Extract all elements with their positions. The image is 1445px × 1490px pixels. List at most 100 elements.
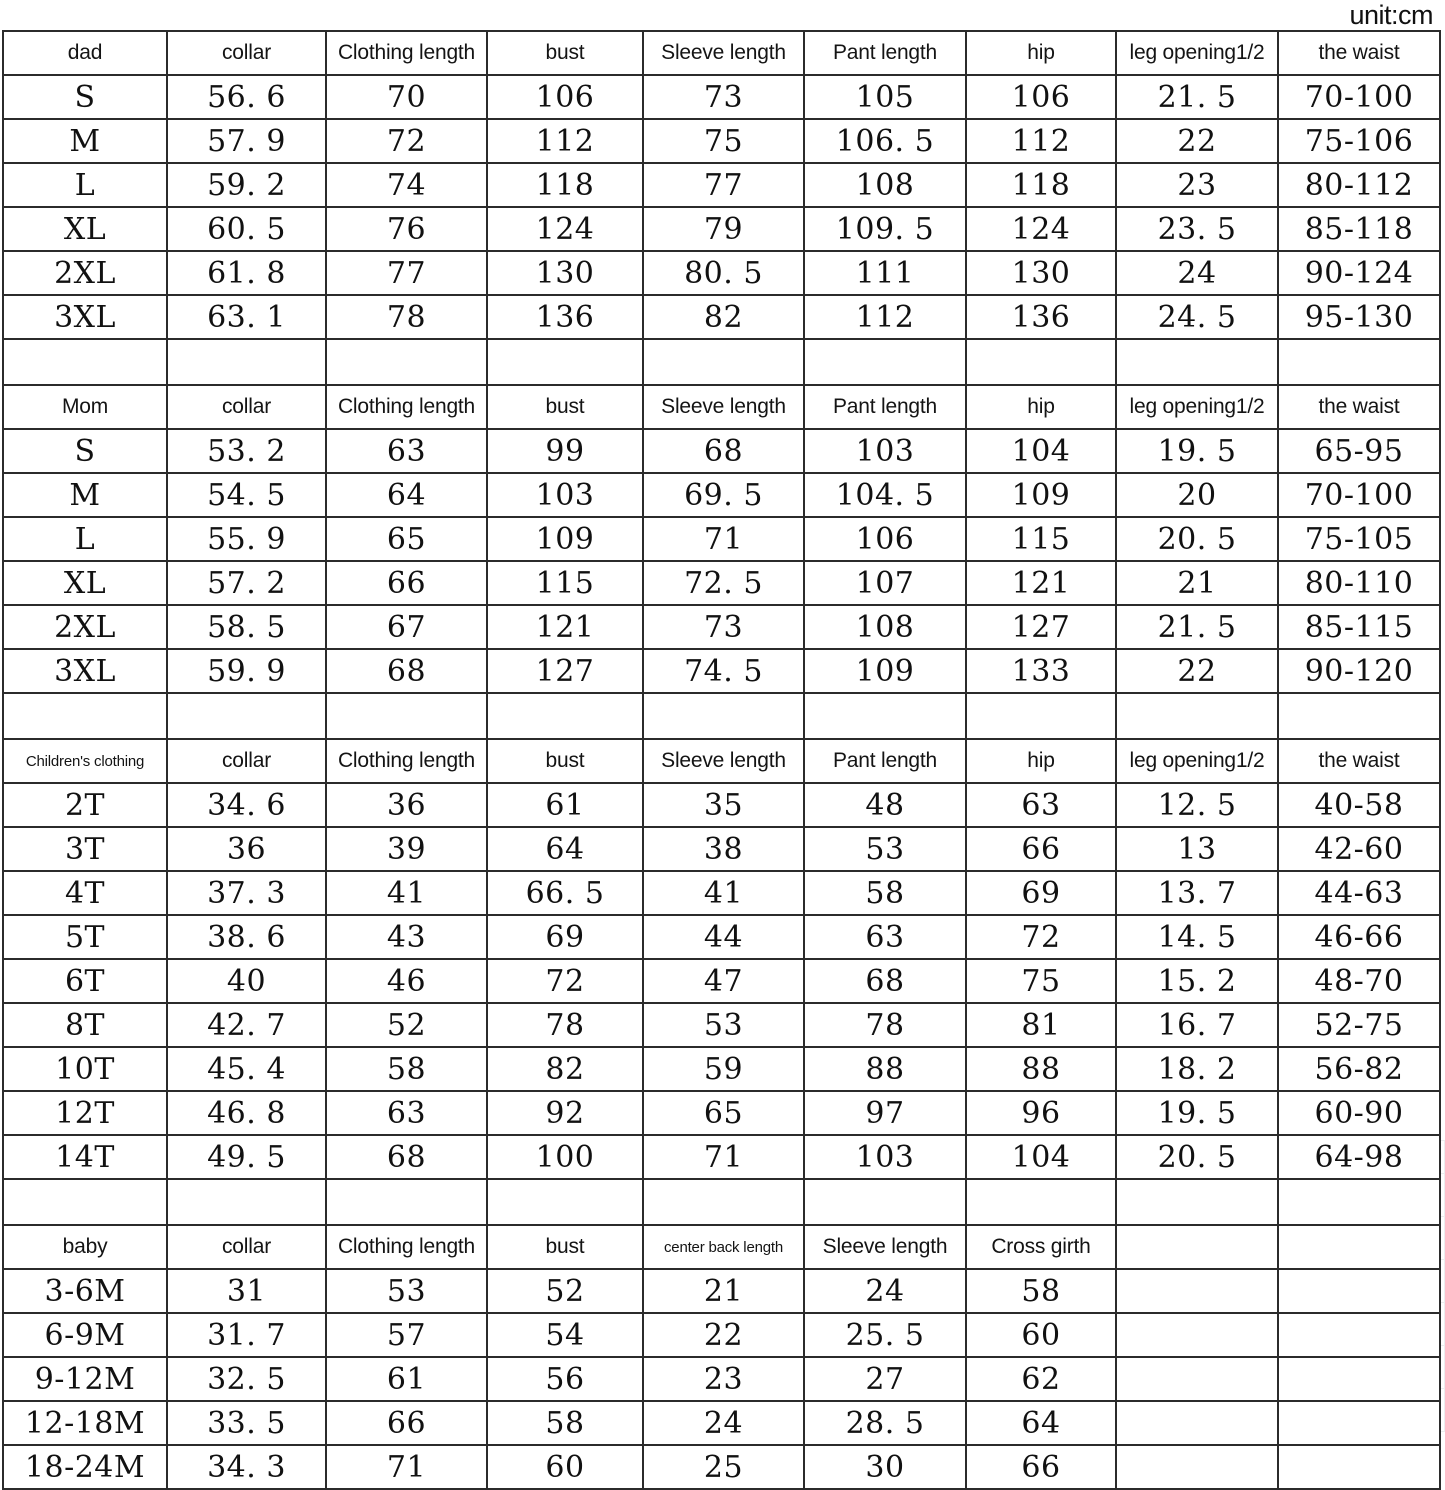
measurement-cell: 82 bbox=[486, 1046, 644, 1092]
column-header: Pant length bbox=[803, 384, 967, 430]
column-header: Cross girth bbox=[965, 1224, 1117, 1270]
column-header: center back length bbox=[642, 1224, 805, 1270]
measurement-cell: 53 bbox=[325, 1268, 488, 1314]
column-header: collar bbox=[166, 738, 327, 784]
measurement-cell: 34. 6 bbox=[166, 782, 327, 828]
measurement-cell: 63. 1 bbox=[166, 294, 327, 340]
table-row: 6T 40 46 72 47 68 75 15. 2 48-70 bbox=[2, 958, 1441, 1004]
measurement-cell: 59. 9 bbox=[166, 648, 327, 694]
measurement-cell: 56-82 bbox=[1277, 1046, 1441, 1092]
measurement-cell: 78 bbox=[325, 294, 488, 340]
measurement-cell: 48 bbox=[803, 782, 967, 828]
size-label-cell: 18-24M bbox=[2, 1444, 168, 1490]
table-row: 4T 37. 3 41 66. 5 41 58 69 13. 7 44-63 bbox=[2, 870, 1441, 916]
column-header: the waist bbox=[1277, 384, 1441, 430]
table-row: 2XL 58. 5 67 121 73 108 127 21. 5 85-115 bbox=[2, 604, 1441, 650]
measurement-cell: 20. 5 bbox=[1115, 1134, 1279, 1180]
table-row: 3-6M 31 53 52 21 24 58 bbox=[2, 1268, 1441, 1314]
measurement-cell: 115 bbox=[486, 560, 644, 606]
table-row: 10T 45. 4 58 82 59 88 88 18. 2 56-82 bbox=[2, 1046, 1441, 1092]
measurement-cell: 90-124 bbox=[1277, 250, 1441, 296]
column-header: leg opening1/2 bbox=[1115, 738, 1279, 784]
column-header: Pant length bbox=[803, 738, 967, 784]
empty-cell bbox=[1115, 1268, 1279, 1314]
column-header: collar bbox=[166, 1224, 327, 1270]
size-label-cell: 10T bbox=[2, 1046, 168, 1092]
measurement-cell: 109 bbox=[965, 472, 1117, 518]
measurement-cell: 58 bbox=[803, 870, 967, 916]
measurement-cell: 53 bbox=[642, 1002, 805, 1048]
measurement-cell: 52 bbox=[486, 1268, 644, 1314]
measurement-cell: 49. 5 bbox=[166, 1134, 327, 1180]
measurement-cell: 21 bbox=[1115, 560, 1279, 606]
table-row: 8T 42. 7 52 78 53 78 81 16. 7 52-75 bbox=[2, 1002, 1441, 1048]
measurement-cell: 56 bbox=[486, 1356, 644, 1402]
measurement-cell: 46 bbox=[325, 958, 488, 1004]
baby-table-header-row: baby collar Clothing length bust center back… bbox=[2, 1224, 1441, 1270]
empty-cell bbox=[1277, 1400, 1441, 1446]
measurement-cell: 38. 6 bbox=[166, 914, 327, 960]
measurement-cell: 118 bbox=[965, 162, 1117, 208]
measurement-cell: 24 bbox=[803, 1268, 967, 1314]
measurement-cell: 48-70 bbox=[1277, 958, 1441, 1004]
empty-cell bbox=[1115, 1178, 1279, 1226]
spacer-cell bbox=[642, 338, 805, 386]
empty-cell bbox=[1277, 1312, 1441, 1358]
measurement-cell: 30 bbox=[803, 1444, 967, 1490]
measurement-cell: 46. 8 bbox=[166, 1090, 327, 1136]
measurement-cell: 75 bbox=[965, 958, 1117, 1004]
measurement-cell: 44 bbox=[642, 914, 805, 960]
measurement-cell: 23 bbox=[642, 1356, 805, 1402]
measurement-cell: 96 bbox=[965, 1090, 1117, 1136]
measurement-cell: 57. 2 bbox=[166, 560, 327, 606]
measurement-cell: 115 bbox=[965, 516, 1117, 562]
column-header: hip bbox=[965, 384, 1117, 430]
measurement-cell: 80. 5 bbox=[642, 250, 805, 296]
measurement-cell: 57. 9 bbox=[166, 118, 327, 164]
measurement-cell: 103 bbox=[803, 1134, 967, 1180]
measurement-cell: 24. 5 bbox=[1115, 294, 1279, 340]
measurement-cell: 58 bbox=[965, 1268, 1117, 1314]
measurement-cell: 67 bbox=[325, 604, 488, 650]
measurement-cell: 58 bbox=[325, 1046, 488, 1092]
measurement-cell: 90-120 bbox=[1277, 648, 1441, 694]
measurement-cell: 63 bbox=[325, 1090, 488, 1136]
measurement-cell: 61. 8 bbox=[166, 250, 327, 296]
measurement-cell: 124 bbox=[486, 206, 644, 252]
spacer-cell bbox=[2, 1178, 168, 1226]
measurement-cell: 54 bbox=[486, 1312, 644, 1358]
spacer-cell bbox=[965, 1178, 1117, 1226]
measurement-cell: 77 bbox=[325, 250, 488, 296]
measurement-cell: 124 bbox=[965, 206, 1117, 252]
dad-table-header-row: dad collar Clothing length bust Sleeve lengt… bbox=[2, 30, 1441, 76]
measurement-cell: 23 bbox=[1115, 162, 1279, 208]
spacer-cell bbox=[1277, 338, 1441, 386]
size-label-cell: S bbox=[2, 74, 168, 120]
table-row: 3T 36 39 64 38 53 66 13 42-60 bbox=[2, 826, 1441, 872]
column-header: leg opening1/2 bbox=[1115, 384, 1279, 430]
measurement-cell: 85-115 bbox=[1277, 604, 1441, 650]
measurement-cell: 72 bbox=[486, 958, 644, 1004]
table-row: M 54. 5 64 103 69. 5 104. 5 109 20 70-100 bbox=[2, 472, 1441, 518]
column-header: dad bbox=[2, 30, 168, 76]
measurement-cell: 31. 7 bbox=[166, 1312, 327, 1358]
measurement-cell: 85-118 bbox=[1277, 206, 1441, 252]
measurement-cell: 64-98 bbox=[1277, 1134, 1441, 1180]
measurement-cell: 57 bbox=[325, 1312, 488, 1358]
measurement-cell: 13 bbox=[1115, 826, 1279, 872]
measurement-cell: 14. 5 bbox=[1115, 914, 1279, 960]
table-row: S 53. 2 63 99 68 103 104 19. 5 65-95 bbox=[2, 428, 1441, 474]
measurement-cell: 68 bbox=[325, 1134, 488, 1180]
measurement-cell: 35 bbox=[642, 782, 805, 828]
measurement-cell: 37. 3 bbox=[166, 870, 327, 916]
measurement-cell: 133 bbox=[965, 648, 1117, 694]
measurement-cell: 92 bbox=[486, 1090, 644, 1136]
measurement-cell: 31 bbox=[166, 1268, 327, 1314]
spacer-cell bbox=[1115, 338, 1279, 386]
unit-label: unit:cm bbox=[1349, 0, 1433, 30]
spacer-cell bbox=[642, 692, 805, 740]
measurement-cell: 53 bbox=[803, 826, 967, 872]
empty-cell bbox=[1277, 1356, 1441, 1402]
spacer-cell bbox=[486, 692, 644, 740]
column-header: collar bbox=[166, 30, 327, 76]
